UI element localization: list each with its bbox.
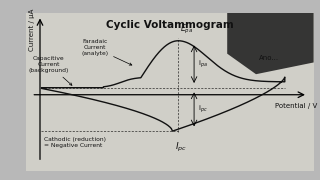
Text: i$_{pa}$: i$_{pa}$ [197,58,207,70]
Text: Ano...: Ano... [259,55,279,61]
Text: I$_{pc}$: I$_{pc}$ [175,141,188,154]
Text: Current / μA: Current / μA [29,9,35,51]
Polygon shape [227,13,314,74]
Text: Cathodic (reduction)
= Negative Current: Cathodic (reduction) = Negative Current [44,138,106,148]
Text: Capacitive
Current
(background): Capacitive Current (background) [28,56,72,85]
Text: Potential / V: Potential / V [275,103,317,109]
Text: Faradaic
Current
(analyte): Faradaic Current (analyte) [81,39,132,65]
Text: Cyclic Voltammogram: Cyclic Voltammogram [106,20,234,30]
Text: E$_{pa}$: E$_{pa}$ [180,23,193,36]
Text: i$_{pc}$: i$_{pc}$ [197,104,207,115]
